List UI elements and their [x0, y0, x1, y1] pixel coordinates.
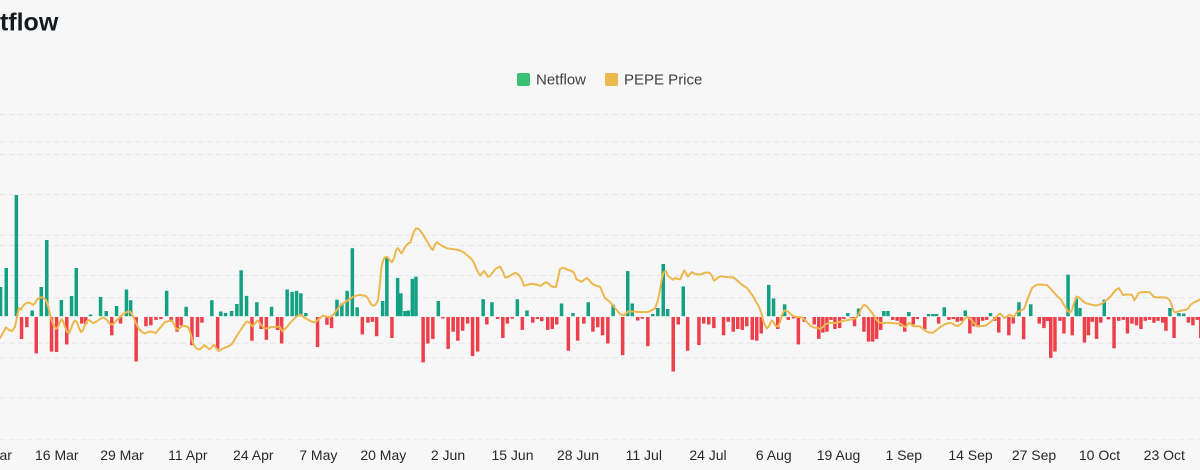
svg-text:27 Sep: 27 Sep	[1012, 447, 1057, 463]
svg-text:7 May: 7 May	[299, 447, 337, 463]
svg-text:2 Jun: 2 Jun	[431, 447, 465, 463]
svg-text:Netflow: Netflow	[0, 8, 59, 36]
svg-text:16 Mar: 16 Mar	[35, 447, 79, 463]
svg-text:1 Sep: 1 Sep	[886, 447, 923, 463]
svg-text:29 Mar: 29 Mar	[100, 447, 144, 463]
svg-text:20 May: 20 May	[360, 447, 406, 463]
svg-text:19 Aug: 19 Aug	[817, 447, 861, 463]
svg-text:3 Mar: 3 Mar	[0, 447, 12, 463]
svg-text:23 Oct: 23 Oct	[1144, 447, 1185, 463]
svg-text:PEPE Price: PEPE Price	[624, 72, 702, 89]
svg-text:24 Apr: 24 Apr	[233, 447, 274, 463]
svg-text:28 Jun: 28 Jun	[557, 447, 599, 463]
svg-text:14 Sep: 14 Sep	[948, 447, 993, 463]
svg-text:10 Oct: 10 Oct	[1079, 447, 1120, 463]
svg-text:24 Jul: 24 Jul	[689, 447, 726, 463]
svg-text:11 Apr: 11 Apr	[168, 447, 208, 463]
svg-text:11 Jul: 11 Jul	[626, 447, 662, 463]
svg-text:6 Aug: 6 Aug	[756, 447, 792, 463]
svg-text:15 Jun: 15 Jun	[491, 447, 533, 463]
svg-text:Netflow: Netflow	[536, 72, 586, 89]
